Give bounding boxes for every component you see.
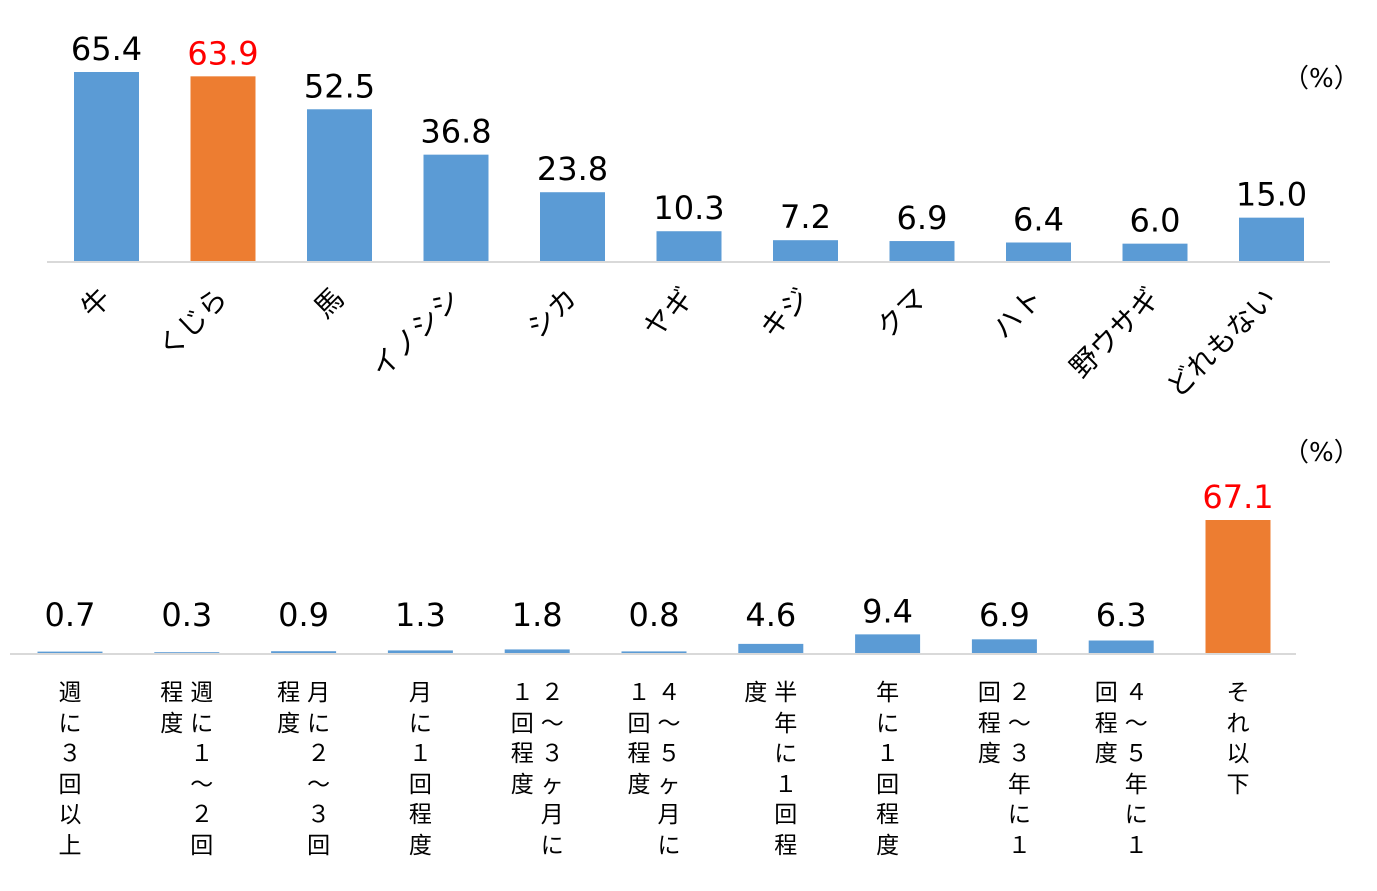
chart-1-data-label: 36.8 <box>420 113 491 151</box>
chart-2-data-label: 0.3 <box>161 596 212 634</box>
chart-2-category-label: 回程度 <box>1094 680 1118 767</box>
chart-1-data-label: 65.4 <box>71 30 142 68</box>
chart-2-bar <box>1205 520 1271 653</box>
chart-2-data-label: 67.1 <box>1202 478 1273 516</box>
chart-2-category-label: 程度 <box>277 680 301 737</box>
chart-2-data-label: 6.3 <box>1096 596 1147 634</box>
chart-2-bar <box>37 651 103 653</box>
chart-2-category-label: それ以下 <box>1226 680 1250 798</box>
chart-2-unit-label: （%） <box>1283 438 1360 468</box>
chart-2-data-label: 0.8 <box>629 596 680 634</box>
chart-2-bar <box>1088 640 1154 653</box>
chart-2-category-label: ４ ～ ５ ヶ月に <box>657 680 681 859</box>
chart-2-bar <box>738 643 804 653</box>
chart-2-category-label: 度 <box>744 680 768 706</box>
chart-2-data-label: 1.8 <box>512 596 563 634</box>
chart-2-data-label: 4.6 <box>745 596 796 634</box>
chart-2-bar <box>855 634 921 653</box>
chart-1-bar <box>423 154 489 261</box>
chart-2-bar <box>271 651 337 653</box>
chart-2-category-label: ２ ～ ３ ヶ月に <box>540 680 564 859</box>
chart-1-bar <box>773 240 838 261</box>
chart-1-data-label: 52.5 <box>304 67 375 105</box>
chart-2-data-label: 9.4 <box>862 592 913 630</box>
chart-2-bar <box>621 651 687 653</box>
chart-2-category-label: 程度 <box>160 680 184 737</box>
chart-1-data-label: 23.8 <box>537 150 608 188</box>
chart-1-data-label: 6.9 <box>897 199 948 237</box>
chart-2-category-label: ４ ～ ５ 年に １ <box>1124 680 1148 859</box>
chart-2-category-label: ２ ～ ３ 年に １ <box>1007 680 1031 859</box>
chart-1-data-label: 15.0 <box>1236 176 1307 214</box>
chart-2-bar <box>504 649 570 653</box>
chart-2-data-label: 0.9 <box>278 596 329 634</box>
chart-1-data-label: 6.0 <box>1130 202 1181 240</box>
chart-2-category-label: 回程度 <box>977 680 1001 767</box>
chart-1-data-label: 10.3 <box>653 189 724 227</box>
chart-2-data-label: 6.9 <box>979 596 1030 634</box>
chart-1-bar <box>1122 243 1188 261</box>
chart-2-data-label: 0.7 <box>45 596 96 634</box>
chart-1-bar <box>1006 242 1071 261</box>
chart-1-data-label: 7.2 <box>780 198 831 236</box>
chart-2-bar <box>971 639 1037 653</box>
chart-1-data-label: 6.4 <box>1013 201 1064 239</box>
chart-1-bar <box>74 72 139 261</box>
chart-2-data-label: 1.3 <box>395 596 446 634</box>
chart-1-bar <box>1239 217 1304 261</box>
chart-1-data-label: 63.9 <box>187 34 258 72</box>
chart-1-bar <box>190 76 256 261</box>
chart-1-bar <box>540 192 605 261</box>
chart-2-bar <box>387 650 453 653</box>
chart-2-category-label: 週に １ ～ ２ 回 <box>190 680 214 859</box>
chart-2-bar <box>154 652 220 653</box>
chart-1-bar <box>889 241 955 261</box>
chart-2-category-label: 月に ２ ～ ３ 回 <box>307 680 331 859</box>
chart-1-unit-label: （%） <box>1283 64 1360 94</box>
chart-1-bar <box>307 109 372 261</box>
chart-1-bar <box>656 231 722 261</box>
